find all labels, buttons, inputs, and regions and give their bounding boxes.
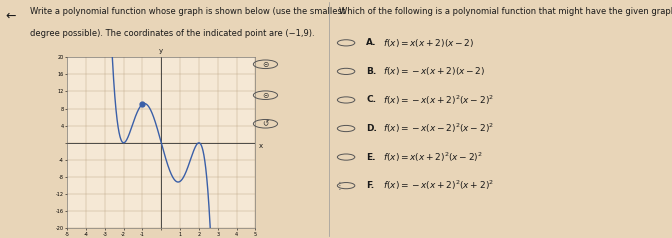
Text: $\mathit{f}(\mathit{x})=-\mathit{x}(\mathit{x}-2)^2(\mathit{x}-2)^2$: $\mathit{f}(\mathit{x})=-\mathit{x}(\mat… (383, 122, 494, 135)
Text: $\mathit{f}(\mathit{x})=-\mathit{x}(\mathit{x}+2)^2(\mathit{x}+2)^2$: $\mathit{f}(\mathit{x})=-\mathit{x}(\mat… (383, 179, 494, 192)
Text: A.: A. (366, 38, 377, 47)
Text: D.: D. (366, 124, 377, 133)
Text: ⊝: ⊝ (262, 91, 269, 100)
Text: F.: F. (366, 181, 374, 190)
Text: Write a polynomial function whose graph is shown below (use the smallest: Write a polynomial function whose graph … (30, 7, 345, 16)
Text: ⊝: ⊝ (262, 60, 269, 69)
Text: $\mathit{f}(\mathit{x})=-\mathit{x}(\mathit{x}+2)(\mathit{x}-2)$: $\mathit{f}(\mathit{x})=-\mathit{x}(\mat… (383, 65, 485, 77)
Text: $\mathit{f}(\mathit{x})=\mathit{x}(\mathit{x}+2)^2(\mathit{x}-2)^2$: $\mathit{f}(\mathit{x})=\mathit{x}(\math… (383, 150, 483, 164)
Text: C.: C. (366, 95, 376, 104)
Text: ←: ← (5, 10, 16, 23)
Text: $\mathit{f}(\mathit{x})=-\mathit{x}(\mathit{x}+2)^2(\mathit{x}-2)^2$: $\mathit{f}(\mathit{x})=-\mathit{x}(\mat… (383, 93, 494, 107)
Text: Which of the following is a polynomial function that might have the given graph?: Which of the following is a polynomial f… (339, 7, 672, 16)
Text: B.: B. (366, 67, 376, 76)
Text: y: y (159, 48, 163, 54)
Text: $\mathit{f}(\mathit{x})=\mathit{x}(\mathit{x}+2)(\mathit{x}-2)$: $\mathit{f}(\mathit{x})=\mathit{x}(\math… (383, 37, 474, 49)
Text: ↺: ↺ (262, 119, 269, 128)
Text: degree possible). The coordinates of the indicated point are (−1,9).: degree possible). The coordinates of the… (30, 29, 315, 38)
Text: x: x (259, 143, 263, 149)
Text: E.: E. (366, 153, 376, 162)
Text: ⋮: ⋮ (335, 181, 345, 191)
